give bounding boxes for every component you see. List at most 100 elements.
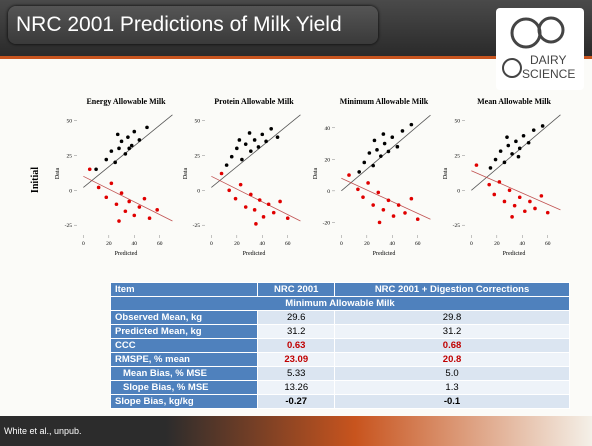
point: [375, 148, 379, 152]
point: [497, 180, 502, 184]
chart-title: Mean Allowable Milk: [477, 97, 551, 106]
value-cell: -0.1: [334, 394, 570, 409]
y-tick-label: -25: [193, 223, 201, 229]
point: [540, 124, 545, 128]
point: [492, 192, 497, 197]
point: [510, 215, 514, 219]
value-cell: 23.09: [257, 352, 336, 367]
point: [386, 198, 391, 203]
point: [506, 143, 511, 148]
x-axis-label: Predicted: [243, 251, 266, 257]
value-cell: 5.33: [257, 366, 336, 381]
x-tick-label: 60: [157, 241, 163, 247]
point: [510, 152, 514, 156]
y-axis-label: Data: [313, 168, 319, 180]
point: [415, 217, 420, 222]
point: [275, 135, 280, 139]
point: [257, 198, 262, 202]
point: [379, 154, 383, 158]
point: [261, 215, 266, 219]
logo-text: DAIRY: [530, 53, 566, 67]
point: [514, 139, 518, 144]
y-tick-label: 25: [455, 153, 461, 159]
item-cell: Mean Bias, % MSE: [109, 366, 259, 381]
y-axis-label: Data: [183, 168, 189, 180]
point: [347, 173, 351, 177]
point: [356, 187, 360, 192]
point: [502, 160, 507, 165]
point: [487, 182, 491, 187]
x-tick-label: 60: [545, 241, 551, 247]
point: [371, 203, 375, 207]
point: [224, 163, 229, 167]
reference-line: [341, 114, 431, 192]
point: [247, 131, 252, 135]
point: [132, 129, 137, 134]
y-tick-label: 0: [69, 188, 72, 194]
y-tick-label: 50: [195, 118, 201, 124]
value-cell: 0.68: [334, 338, 570, 353]
footer-note: White et al., unpub.: [4, 426, 82, 436]
reference-line: [471, 170, 561, 211]
point: [240, 157, 244, 162]
point: [229, 154, 234, 159]
point: [126, 135, 130, 139]
point: [104, 157, 109, 162]
point: [521, 133, 526, 138]
value-cell: -0.27: [257, 394, 336, 409]
point: [123, 209, 128, 214]
reference-line: [83, 114, 173, 188]
point: [526, 140, 531, 145]
point: [233, 196, 238, 201]
point: [528, 199, 532, 204]
point: [119, 139, 124, 144]
point: [252, 138, 257, 142]
point: [129, 143, 134, 148]
point: [517, 195, 522, 200]
x-tick-label: 20: [494, 241, 500, 247]
y-tick-label: 0: [457, 188, 460, 194]
table-row: Slope Bias, % MSE 13.26 1.3: [109, 380, 570, 395]
header-cell: NRC 2001: [257, 282, 336, 297]
reference-line: [211, 114, 301, 188]
point: [488, 166, 493, 170]
chart-title: Minimum Allowable Milk: [340, 97, 429, 106]
point: [361, 195, 365, 199]
point: [94, 167, 98, 172]
x-tick-label: 20: [106, 241, 112, 247]
point: [87, 167, 92, 172]
value-cell: 5.0: [334, 366, 570, 381]
point: [96, 185, 101, 190]
item-cell: CCC: [109, 338, 259, 353]
point: [119, 191, 124, 195]
value-cell: 29.8: [334, 310, 570, 325]
x-tick-label: 0: [470, 241, 473, 247]
logo-graphic: DAIRY SCIENCE: [502, 16, 575, 81]
point: [391, 214, 396, 218]
reference-line: [211, 175, 301, 222]
point: [219, 171, 224, 176]
point: [252, 208, 257, 212]
x-tick-label: 40: [520, 241, 526, 247]
point: [109, 181, 114, 186]
point: [367, 151, 372, 155]
point: [474, 163, 479, 167]
point: [395, 144, 400, 149]
reference-line: [83, 175, 173, 222]
point: [381, 207, 386, 212]
point: [403, 211, 407, 215]
slide-title: NRC 2001 Predictions of Milk Yield: [8, 6, 378, 44]
x-tick-label: 20: [234, 241, 240, 247]
item-cell: Predicted Mean, kg: [109, 324, 259, 339]
charts: Initial Energy Allowable Milk Data Predict…: [30, 97, 561, 257]
point: [377, 220, 382, 225]
point: [269, 126, 273, 131]
point: [115, 132, 120, 137]
point: [132, 213, 137, 218]
point: [400, 129, 405, 133]
x-axis-label: Predicted: [115, 251, 138, 257]
x-tick-label: 20: [364, 241, 370, 247]
y-tick-label: 50: [67, 118, 73, 124]
x-tick-label: 40: [260, 241, 266, 247]
